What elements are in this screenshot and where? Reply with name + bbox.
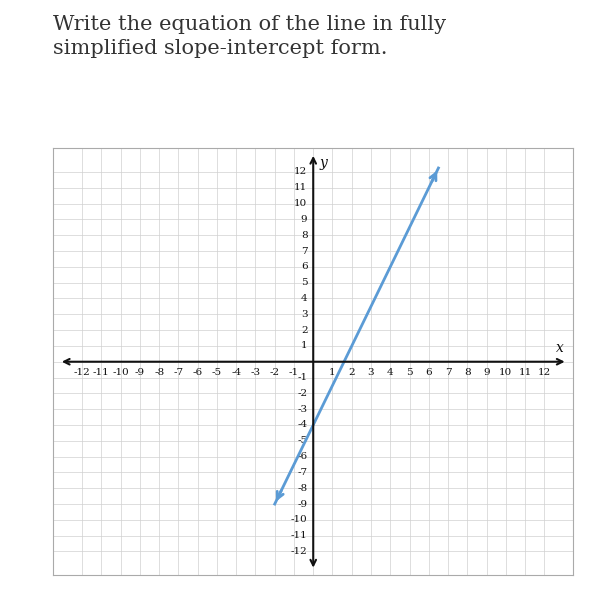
Text: -8: -8: [297, 484, 307, 493]
Text: -11: -11: [93, 368, 110, 377]
Text: -7: -7: [297, 468, 307, 477]
Text: x: x: [556, 342, 564, 355]
Text: Write the equation of the line in fully: Write the equation of the line in fully: [53, 15, 446, 34]
Text: -2: -2: [269, 368, 280, 377]
Text: -4: -4: [297, 420, 307, 429]
Text: 8: 8: [464, 368, 470, 377]
Text: -3: -3: [297, 404, 307, 414]
Text: -1: -1: [297, 373, 307, 382]
Text: -11: -11: [291, 531, 307, 540]
Text: -9: -9: [297, 499, 307, 509]
Text: 10: 10: [499, 368, 512, 377]
Text: 8: 8: [301, 231, 307, 240]
Text: 7: 7: [301, 247, 307, 256]
Text: -9: -9: [135, 368, 145, 377]
Text: 2: 2: [349, 368, 355, 377]
Text: -5: -5: [297, 436, 307, 445]
Text: -10: -10: [291, 515, 307, 524]
Text: y: y: [320, 156, 328, 170]
Text: -6: -6: [193, 368, 203, 377]
Text: 9: 9: [301, 215, 307, 224]
Text: -3: -3: [251, 368, 261, 377]
Text: -10: -10: [112, 368, 129, 377]
Text: -1: -1: [289, 368, 299, 377]
Text: 4: 4: [301, 294, 307, 303]
Text: -2: -2: [297, 389, 307, 398]
Text: -7: -7: [173, 368, 183, 377]
Text: 6: 6: [301, 262, 307, 272]
Text: -6: -6: [297, 452, 307, 461]
Text: 10: 10: [294, 199, 307, 208]
Text: simplified slope-intercept form.: simplified slope-intercept form.: [53, 39, 388, 58]
Text: 11: 11: [294, 183, 307, 192]
Text: 2: 2: [301, 326, 307, 334]
Text: 3: 3: [368, 368, 374, 377]
Text: -12: -12: [291, 547, 307, 556]
Text: 12: 12: [538, 368, 551, 377]
Text: 1: 1: [329, 368, 336, 377]
Text: 7: 7: [445, 368, 452, 377]
Text: -5: -5: [212, 368, 222, 377]
Text: 9: 9: [483, 368, 490, 377]
Text: -12: -12: [74, 368, 90, 377]
Text: 3: 3: [301, 310, 307, 319]
Text: -4: -4: [231, 368, 241, 377]
Text: 5: 5: [406, 368, 413, 377]
Text: 1: 1: [301, 342, 307, 350]
Text: 5: 5: [301, 278, 307, 287]
Text: -8: -8: [154, 368, 164, 377]
Text: 12: 12: [294, 167, 307, 177]
Text: 6: 6: [426, 368, 432, 377]
Text: 4: 4: [387, 368, 394, 377]
Text: 11: 11: [518, 368, 532, 377]
